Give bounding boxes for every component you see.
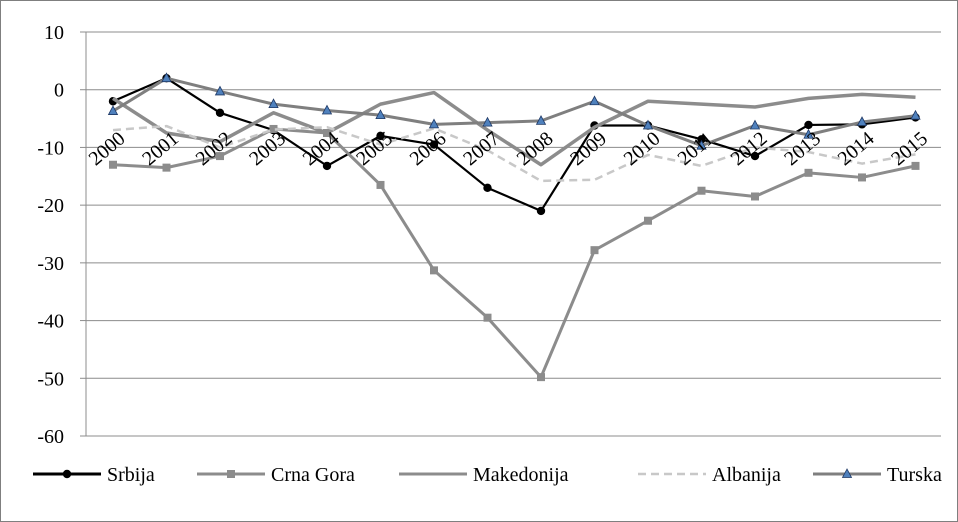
data-point [536,206,546,216]
data-point [911,161,920,170]
legend-marker [841,468,853,478]
x-tick-label: 2006 [406,128,451,171]
data-point [589,95,600,106]
y-tick-label: -60 [37,426,64,448]
legend-marker [62,469,72,479]
legend-item-makedonija: Makedonija [399,464,569,486]
data-point [429,140,439,149]
series-line [112,90,916,167]
x-tick-label: 2008 [513,128,558,171]
data-point [697,186,706,195]
y-tick-label: -50 [37,368,64,390]
legend-label: Crna Gora [271,464,355,486]
data-point [216,152,224,161]
data-point [537,373,545,382]
legend-item-srbija: Srbija [33,464,155,486]
data-point [109,160,117,169]
data-point [375,109,386,120]
legend: Srbija Crna Gora Makedonija Albanija Turska [33,464,942,486]
data-point [322,161,332,171]
data-point [644,216,652,225]
data-point [162,163,171,172]
series-makedonija [112,90,916,167]
y-tick-label: 0 [54,80,64,102]
legend-label: Turska [887,464,942,486]
data-point [268,98,279,109]
series-lines [107,72,921,382]
y-tick-label: -10 [37,137,64,159]
x-tick-label: 2014 [834,128,879,171]
data-point [858,173,866,182]
data-point [269,124,278,133]
data-point [482,116,493,127]
data-point [750,151,760,161]
series-crna-gora [109,124,920,382]
data-point [804,120,813,130]
x-tick-label: 2015 [887,128,932,171]
legend-item-turska: Turska [813,464,942,486]
series-line [112,127,916,379]
y-tick-label: -40 [37,311,64,333]
x-tick-label: 2009 [566,128,611,171]
y-tick-labels: 10 0 -10 -20 -30 -40 -50 -60 [37,22,64,448]
data-point [749,119,761,130]
x-tick-label: 2004 [299,128,344,171]
legend-label: Makedonija [473,464,569,486]
data-point [804,168,813,177]
y-tick-label: -20 [37,195,64,217]
data-point [642,119,654,130]
series-albanija [112,124,916,183]
data-point [483,183,492,193]
data-point [696,139,707,150]
series-line [112,76,916,148]
data-point [321,104,333,115]
data-point [428,118,440,129]
x-tick-labels: 2000 2001 2002 2003 2004 2005 2006 2007 2008 2009… [85,128,932,171]
axes [80,31,87,437]
legend-item-albanija: Albanija [638,464,781,486]
legend-label: Srbija [107,464,155,486]
data-point [910,109,921,120]
data-point [590,246,599,255]
data-point [751,192,759,201]
data-point [856,116,868,126]
data-point [376,180,385,189]
series-turska [107,72,921,150]
data-point [697,135,706,144]
y-tick-label: 10 [44,22,64,44]
data-point [107,105,119,115]
data-point [215,108,225,118]
gridlines [86,31,941,437]
data-point [535,115,547,125]
data-point [376,131,385,141]
x-tick-label: 2002 [192,128,237,171]
legend-marker [227,470,235,478]
x-tick-label: 2000 [85,128,130,171]
x-tick-label: 2007 [459,128,504,171]
data-point [430,266,438,275]
series-line [112,124,916,183]
y-tick-label: -30 [37,253,64,275]
data-point [214,85,226,96]
x-tick-label: 2003 [245,128,290,171]
data-point [161,72,172,83]
data-point [483,313,492,322]
data-point [803,128,814,139]
x-tick-label: 2010 [620,128,665,171]
legend-label: Albanija [712,464,781,486]
series-line [112,77,916,213]
legend-item-crna-gora: Crna Gora [197,464,355,486]
